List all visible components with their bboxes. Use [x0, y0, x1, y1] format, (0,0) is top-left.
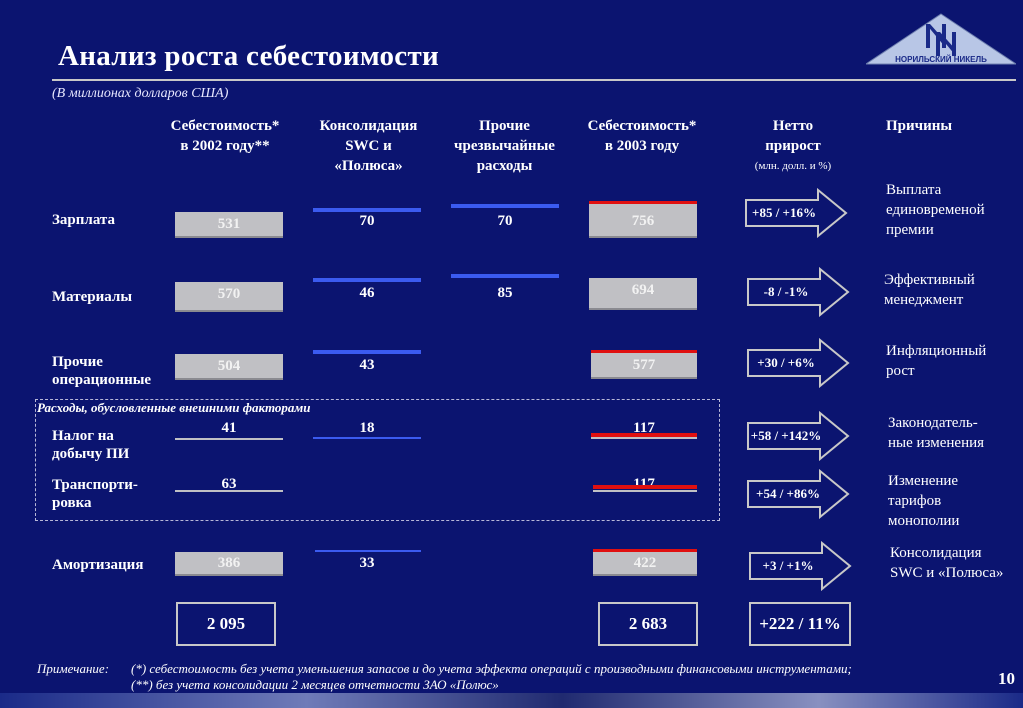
company-logo: НОРИЛЬСКИЙ НИКЕЛЬ	[864, 12, 1018, 68]
net-arrow-transport: +54 / +86%	[746, 469, 850, 519]
swc-bar-depreciation	[315, 550, 421, 552]
reason-salary: Выплата единовременой премии	[886, 182, 985, 238]
logo-text: НОРИЛЬСКИЙ НИКЕЛЬ	[895, 55, 987, 64]
row-label-salary: Зарплата	[52, 212, 115, 228]
increase-bar-transport	[593, 485, 697, 489]
swc-bar-mining-tax	[313, 437, 421, 439]
title-divider	[52, 79, 1016, 81]
extra-salary: 70	[497, 213, 513, 229]
cost2003-other-operating: 577	[591, 353, 697, 379]
cost2002-mining-tax: 41	[221, 420, 237, 436]
net-materials: -8 / -1%	[763, 284, 809, 299]
extra-materials: 85	[497, 285, 513, 301]
row-label-materials: Материалы	[52, 289, 133, 305]
net-depreciation: +3 / +1%	[762, 558, 814, 573]
cost2003-bar-mining-tax	[591, 437, 697, 439]
net-arrow-other-operating: +30 / +6%	[746, 338, 850, 388]
bottom-decor-strip	[0, 693, 1023, 708]
increase-bar-depreciation	[593, 549, 697, 552]
external-factors-group	[35, 399, 720, 521]
increase-bar-other-operating	[591, 350, 697, 353]
net-arrow-mining-tax: +58 / +142%	[746, 411, 850, 461]
net-arrow-materials: -8 / -1%	[746, 267, 850, 317]
row-label-transport: Транспорти-ровка	[52, 477, 138, 511]
increase-bar-mining-tax	[591, 433, 697, 437]
net-arrow-salary: +85 / +16%	[744, 188, 848, 238]
cost2003-salary: 756	[589, 204, 697, 238]
note-line-1: (*) себестоимость без учета уменьшения з…	[131, 661, 852, 676]
increase-bar-salary	[589, 201, 697, 204]
header-extra: Прочие чрезвычайные расходы	[454, 118, 555, 174]
swc-bar-materials	[313, 278, 421, 282]
cost2002-materials: 570	[175, 282, 283, 312]
cost2003-bar-transport	[593, 490, 697, 492]
total-net-growth: +222 / 11%	[749, 602, 851, 646]
cost2002-other-operating: 504	[175, 354, 283, 380]
swc-materials: 46	[359, 285, 375, 301]
note-line-2: (**) без учета консолидации 2 месяцев от…	[131, 677, 499, 692]
swc-mining-tax: 18	[359, 420, 375, 436]
header-cost-2002: Себестоимость* в 2002 году**	[170, 118, 280, 154]
cost2002-bar-transport	[175, 490, 283, 492]
total-cost-2002: 2 095	[176, 602, 276, 646]
net-salary: +85 / +16%	[752, 205, 816, 220]
cost2002-bar-mining-tax	[175, 438, 283, 440]
cost2003-depreciation: 422	[593, 552, 697, 576]
header-cost-2003: Себестоимость* в 2003 году	[587, 118, 697, 154]
cost2002-transport: 63	[221, 476, 237, 492]
row-label-other-operating: Прочие операционные	[52, 354, 152, 388]
total-cost-2003: 2 683	[598, 602, 698, 646]
cost2002-salary: 531	[175, 212, 283, 238]
net-transport: +54 / +86%	[756, 486, 820, 501]
row-label-depreciation: Амортизация	[52, 557, 144, 573]
swc-other-operating: 43	[359, 357, 375, 373]
reason-mining-tax: Законодатель-ные изменения	[888, 415, 985, 451]
header-net: Нетто прирост (млн. долл. и %)	[754, 118, 832, 172]
page-number: 10	[998, 669, 1015, 688]
extra-bar-materials	[451, 274, 559, 278]
page-title: Анализ роста себестоимости	[58, 40, 440, 72]
swc-salary: 70	[359, 213, 375, 229]
row-label-mining-tax: Налог на добычу ПИ	[52, 428, 130, 462]
swc-depreciation: 33	[359, 555, 375, 571]
net-other-operating: +30 / +6%	[757, 355, 815, 370]
reason-depreciation: Консолидация SWC и «Полюса»	[890, 545, 1004, 581]
net-mining-tax: +58 / +142%	[750, 428, 822, 443]
header-reasons: Причины	[886, 118, 953, 134]
cost2003-mining-tax: 117	[633, 420, 655, 436]
swc-bar-salary	[313, 208, 421, 212]
extra-bar-salary	[451, 204, 559, 208]
note-label: Примечание:	[37, 661, 110, 676]
net-arrow-depreciation: +3 / +1%	[748, 541, 852, 591]
units-subtitle: (В миллионах долларов США)	[52, 86, 229, 101]
external-factors-label: Расходы, обусловленные внешними факторам…	[37, 400, 311, 415]
cost2003-materials: 694	[589, 278, 697, 310]
cost2002-depreciation: 386	[175, 552, 283, 576]
reason-materials: Эффективный менеджмент	[884, 272, 975, 308]
swc-bar-other-operating	[313, 350, 421, 354]
reason-transport: Изменение тарифов монополии	[888, 473, 960, 529]
header-swc: Консолидация SWC и «Полюса»	[319, 118, 418, 174]
reason-other-operating: Инфляционный рост	[886, 343, 987, 379]
